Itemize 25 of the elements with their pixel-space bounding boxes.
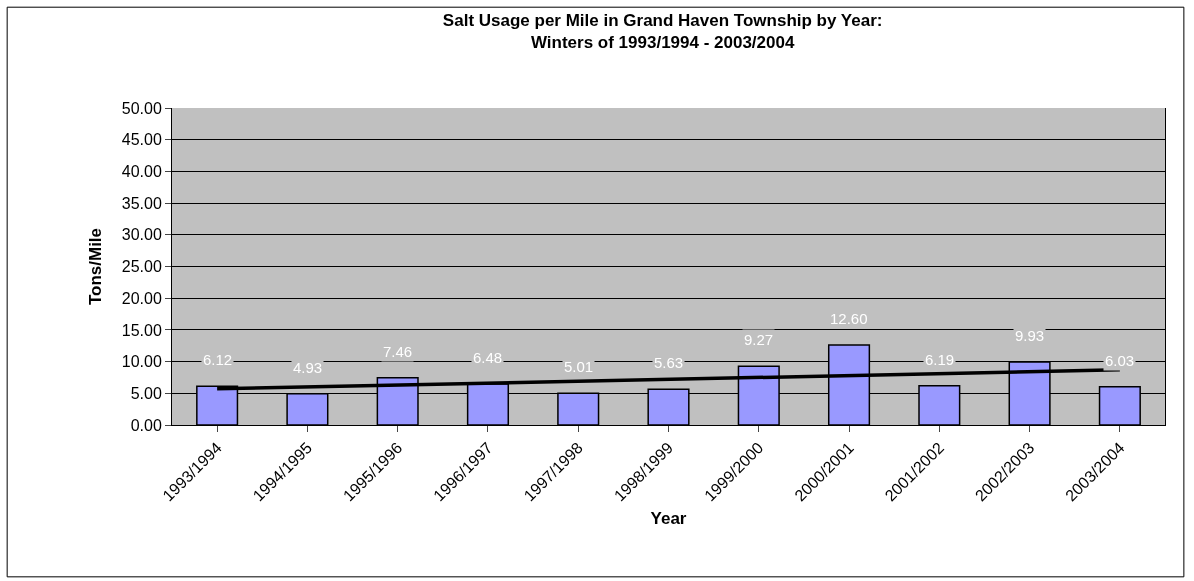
data-label: 4.93 [293, 359, 323, 376]
y-tick-label: 25.00 [121, 258, 162, 276]
data-label: 6.12 [203, 351, 233, 368]
y-tick-label: 45.00 [121, 131, 162, 149]
y-tick-label: 40.00 [121, 163, 162, 180]
data-label: 9.93 [1015, 327, 1045, 344]
data-label: 6.19 [925, 351, 955, 368]
data-label: 12.60 [830, 310, 868, 327]
data-label: 5.63 [654, 354, 684, 371]
chart-title: Salt Usage per Mile in Grand Haven Township by Year: Winters of 1993/1994 - 2003/2004 [442, 11, 883, 53]
y-tick-label: 0.00 [130, 416, 162, 434]
y-tick-label: 15.00 [121, 321, 162, 339]
y-tick-label: 35.00 [121, 194, 162, 212]
data-label: 5.01 [564, 358, 594, 375]
data-label: 7.46 [383, 343, 413, 360]
x-axis-title: Year [650, 508, 687, 528]
y-axis-title: Tons/Mile [86, 227, 106, 306]
y-tick-label: 50.00 [121, 99, 162, 117]
y-tick-label: 20.00 [121, 289, 162, 307]
y-tick-label: 5.00 [130, 384, 162, 402]
y-tick-label: 30.00 [121, 226, 162, 244]
y-tick-label: 10.00 [121, 353, 162, 371]
data-label: 6.03 [1105, 352, 1135, 369]
data-label: 6.48 [473, 349, 503, 366]
data-label: 9.27 [744, 331, 774, 348]
